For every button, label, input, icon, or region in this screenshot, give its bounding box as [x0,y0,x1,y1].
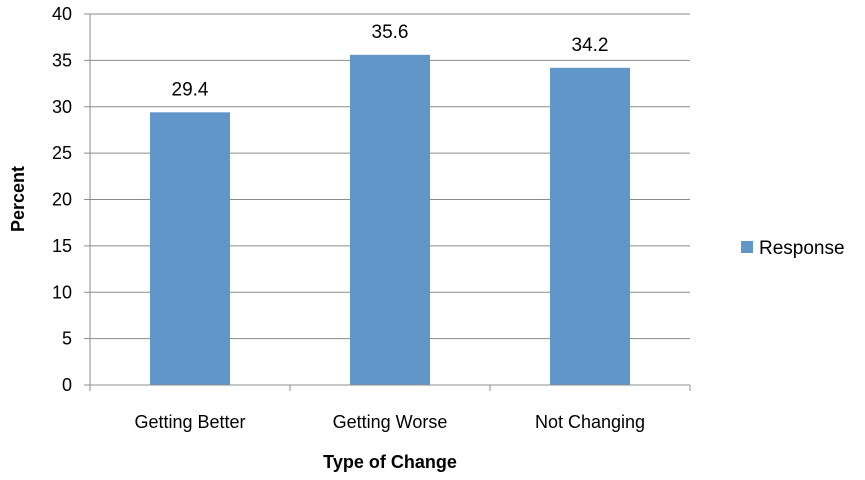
x-axis-title: Type of Change [323,452,457,472]
x-tick-label: Getting Worse [333,412,448,432]
bar-getting-worse [350,54,430,386]
y-tick-label: 10 [52,282,72,302]
legend: Response [741,238,845,259]
bars [150,54,630,386]
data-label: 34.2 [572,35,609,56]
y-tick-label: 30 [52,97,72,117]
y-tick-label: 5 [62,329,72,349]
bar-getting-better [150,112,230,385]
y-tick-label: 0 [62,375,72,395]
data-label: 35.6 [372,22,409,43]
axes [89,14,691,391]
y-tick-label: 40 [52,4,72,24]
data-labels: 29.4 35.6 34.2 [172,22,609,101]
data-label: 29.4 [172,79,209,100]
y-tick-label: 15 [52,236,72,256]
y-tick-label: 25 [52,143,72,163]
y-tick-labels: 0 5 10 15 20 25 30 35 40 [52,4,72,395]
x-tick-labels: Getting Better Getting Worse Not Changing [134,412,645,432]
legend-swatch-response [741,241,753,253]
y-axis-title: Percent [8,166,28,232]
y-tick-label: 20 [52,190,72,210]
legend-label-response: Response [759,238,845,259]
x-tick-label: Getting Better [134,412,245,432]
y-tick-label: 35 [52,50,72,70]
x-tick-label: Not Changing [535,412,645,432]
bar-not-changing [550,67,630,386]
